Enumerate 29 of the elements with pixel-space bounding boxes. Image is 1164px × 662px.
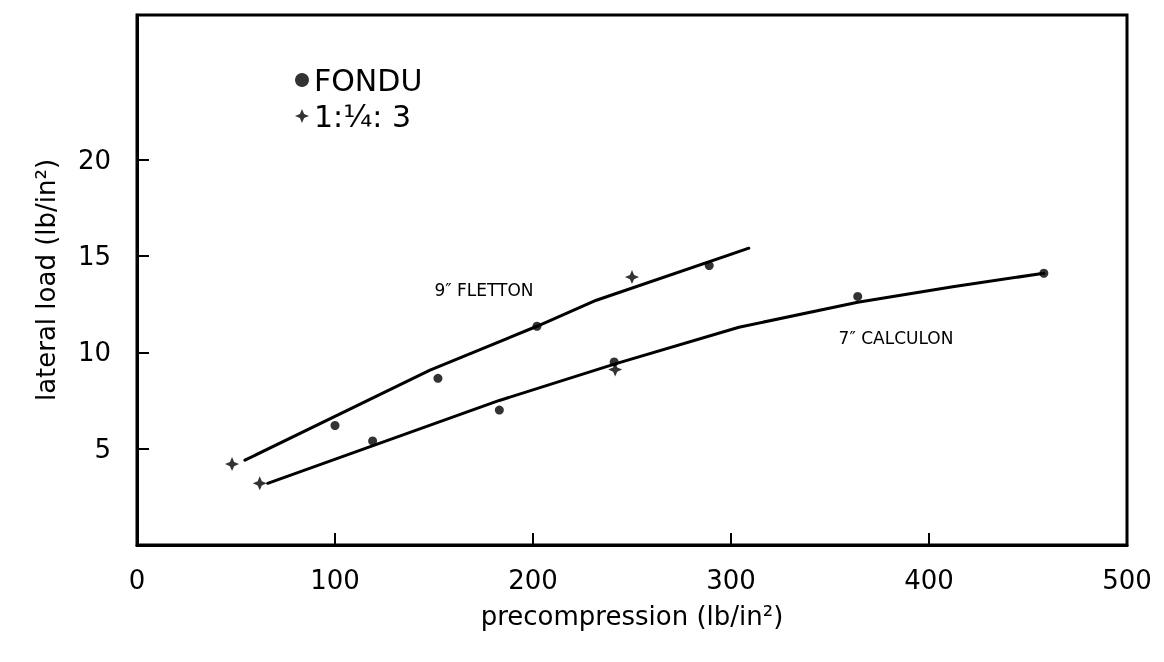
point bbox=[853, 291, 863, 301]
point bbox=[609, 357, 619, 367]
x-tick-label: 0 bbox=[128, 565, 146, 595]
point bbox=[1039, 268, 1049, 278]
point bbox=[494, 405, 504, 415]
x-tick-label: 400 bbox=[904, 565, 954, 595]
x-tick-label: 300 bbox=[706, 565, 756, 595]
point bbox=[433, 373, 443, 383]
y-tick-label: 10 bbox=[77, 337, 111, 368]
point bbox=[532, 321, 542, 331]
x-tick-label: 500 bbox=[1102, 565, 1152, 595]
x-axis-title: precompression (lb/in²) bbox=[480, 601, 784, 631]
x-tick-label: 100 bbox=[310, 565, 360, 595]
point bbox=[368, 436, 378, 446]
point bbox=[225, 457, 240, 472]
annotation: 9″ FLETTON bbox=[434, 280, 534, 300]
y-tick-label: 15 bbox=[77, 240, 111, 271]
point bbox=[625, 270, 639, 285]
point bbox=[252, 476, 267, 491]
legend-label: FONDU bbox=[314, 62, 423, 98]
point bbox=[330, 421, 340, 431]
y-tick-label: 20 bbox=[77, 144, 111, 175]
x-tick-label: 200 bbox=[508, 565, 558, 595]
point bbox=[704, 261, 714, 271]
y-axis-title: lateral load (lb/in²) bbox=[31, 158, 61, 402]
legend-label: 1:¼: 3 bbox=[314, 98, 412, 134]
annotation: 7″ CALCULON bbox=[838, 328, 954, 348]
y-tick-label: 5 bbox=[94, 433, 111, 464]
line-series bbox=[243, 246, 751, 462]
